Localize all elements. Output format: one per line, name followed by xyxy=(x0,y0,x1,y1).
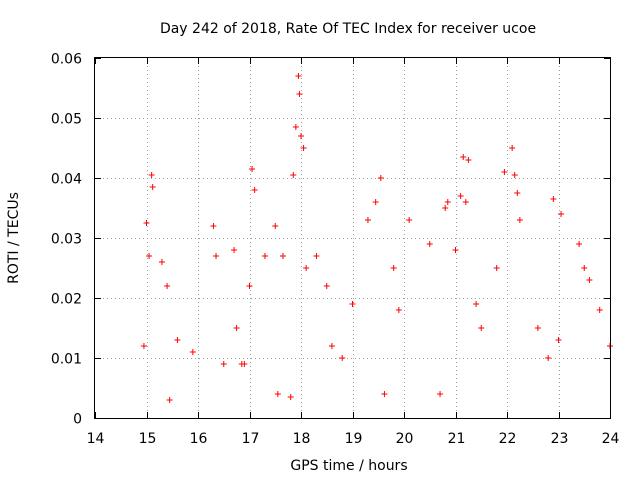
x-axis-label: GPS time / hours xyxy=(290,458,407,474)
data-point xyxy=(303,265,310,271)
data-point xyxy=(166,397,173,403)
x-tick-label: 21 xyxy=(448,431,466,447)
data-point xyxy=(395,307,402,313)
x-tick-label: 14 xyxy=(87,431,105,447)
data-point xyxy=(452,247,459,253)
data-point xyxy=(149,184,156,190)
data-point xyxy=(437,391,444,397)
data-point xyxy=(290,172,297,178)
data-point xyxy=(261,253,268,259)
data-point xyxy=(233,325,240,331)
data-point xyxy=(581,265,588,271)
series-roti xyxy=(140,73,613,403)
data-point xyxy=(143,220,150,226)
data-point xyxy=(576,241,583,247)
data-point xyxy=(555,337,562,343)
data-point xyxy=(514,190,521,196)
data-point xyxy=(323,283,330,289)
data-points xyxy=(140,73,613,403)
data-point xyxy=(279,253,286,259)
data-point xyxy=(511,172,518,178)
data-point xyxy=(596,307,603,313)
y-tick-label: 0.06 xyxy=(51,52,82,68)
data-point xyxy=(534,325,541,331)
data-point xyxy=(465,157,472,163)
data-point xyxy=(473,301,480,307)
x-tick-label: 19 xyxy=(345,431,363,447)
data-point xyxy=(558,211,565,217)
data-point xyxy=(390,265,397,271)
x-tick-label: 23 xyxy=(551,431,569,447)
x-tick-label: 16 xyxy=(190,431,208,447)
data-point xyxy=(377,175,384,181)
y-axis: 0 0.01 0.02 0.03 0.04 0.05 0.06 xyxy=(51,52,610,428)
data-point xyxy=(272,223,279,229)
data-point xyxy=(509,145,516,151)
x-tick-label: 17 xyxy=(242,431,260,447)
y-tick-label: 0.05 xyxy=(51,112,82,128)
y-axis-label: ROTI / TECUs xyxy=(6,192,22,284)
grid-lines xyxy=(95,58,610,418)
data-point xyxy=(213,253,220,259)
data-point xyxy=(381,391,388,397)
data-point xyxy=(287,394,294,400)
data-point xyxy=(364,217,371,223)
data-point xyxy=(249,166,256,172)
data-point xyxy=(462,199,469,205)
data-point xyxy=(140,343,147,349)
data-point xyxy=(444,199,451,205)
x-tick-label: 18 xyxy=(293,431,311,447)
data-point xyxy=(298,133,304,139)
data-point xyxy=(164,283,171,289)
data-point xyxy=(313,253,320,259)
data-point xyxy=(274,391,281,397)
data-point xyxy=(241,361,248,367)
data-point xyxy=(406,217,413,223)
data-point xyxy=(349,301,356,307)
data-point xyxy=(220,361,227,367)
data-point xyxy=(295,73,302,79)
data-point xyxy=(501,169,508,175)
data-point xyxy=(210,223,217,229)
x-tick-label: 15 xyxy=(139,431,157,447)
x-tick-label: 24 xyxy=(602,431,620,447)
y-tick-label: 0.04 xyxy=(51,172,82,188)
chart-title: Day 242 of 2018, Rate Of TEC Index for r… xyxy=(160,21,536,37)
y-tick-label: 0 xyxy=(73,412,82,428)
data-point xyxy=(189,349,196,355)
x-tick-label: 22 xyxy=(499,431,517,447)
data-point xyxy=(460,154,467,160)
plot-frame xyxy=(94,57,611,419)
data-point xyxy=(478,325,485,331)
y-tick-label: 0.03 xyxy=(51,232,82,248)
y-tick-label: 0.01 xyxy=(51,352,82,368)
data-point xyxy=(148,172,155,178)
data-point xyxy=(372,199,379,205)
data-point xyxy=(231,247,238,253)
data-point xyxy=(516,217,523,223)
data-point xyxy=(251,187,258,193)
data-point xyxy=(296,91,303,97)
y-tick-label: 0.02 xyxy=(51,292,82,308)
data-point xyxy=(246,283,253,289)
data-point xyxy=(586,277,593,283)
data-point xyxy=(174,337,181,343)
data-point xyxy=(457,193,464,199)
data-point xyxy=(300,145,307,151)
x-axis: 14 15 16 17 18 19 20 21 22 23 24 xyxy=(87,58,620,447)
data-point xyxy=(328,343,335,349)
data-point xyxy=(426,241,433,247)
data-point xyxy=(545,355,552,361)
data-point xyxy=(339,355,346,361)
data-point xyxy=(292,124,299,130)
data-point xyxy=(493,265,500,271)
data-point xyxy=(146,253,153,259)
data-point xyxy=(550,196,557,202)
data-point xyxy=(442,205,449,211)
x-tick-label: 20 xyxy=(396,431,414,447)
data-point xyxy=(158,259,165,265)
